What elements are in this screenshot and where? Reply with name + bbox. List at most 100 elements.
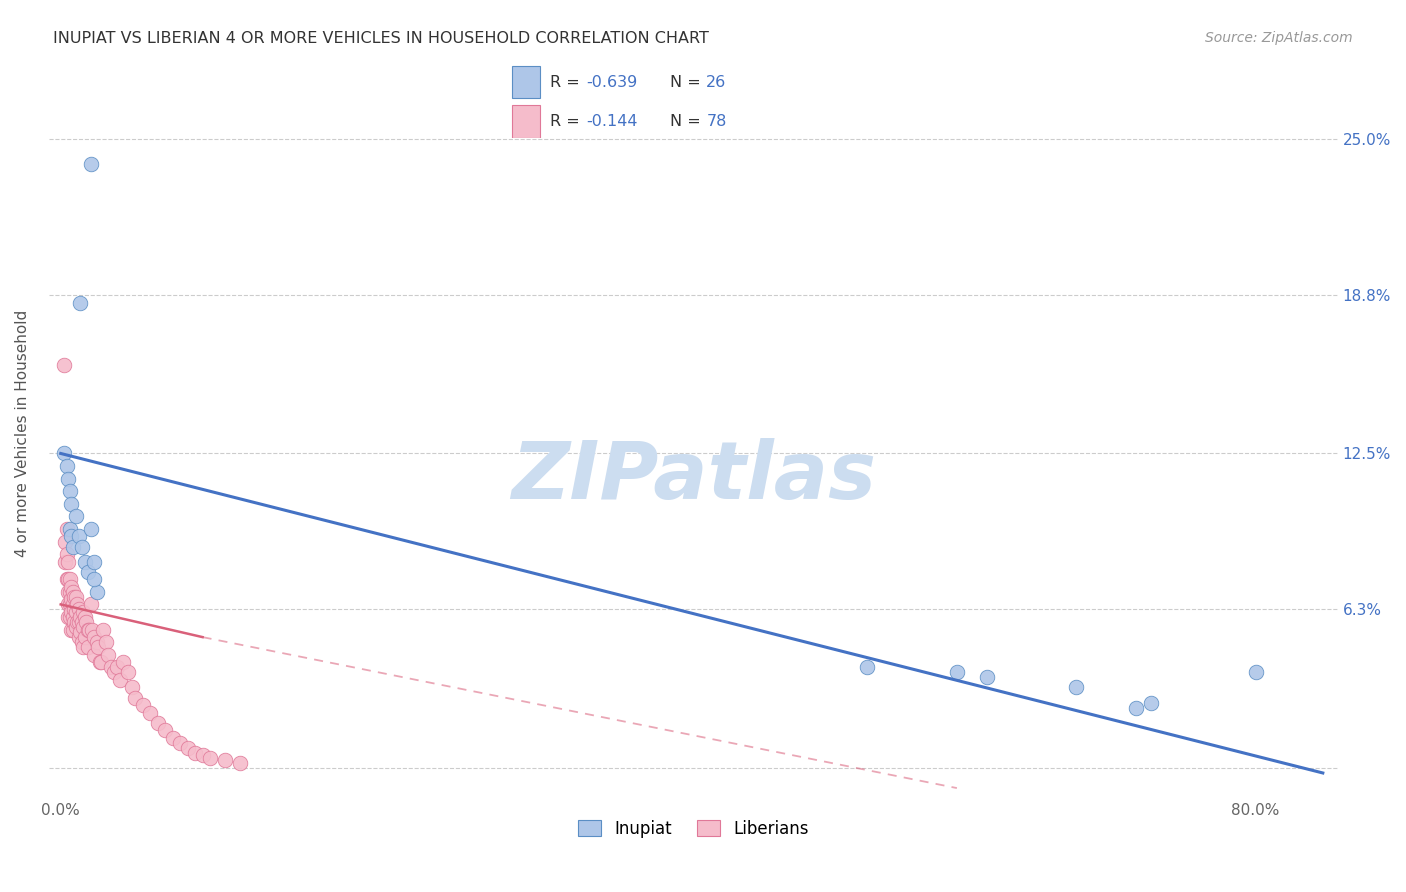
Point <box>56 572 79 586</box>
Point <box>55 572 77 586</box>
Text: R =: R = <box>550 75 585 89</box>
Point <box>62 610 84 624</box>
Point <box>66 598 89 612</box>
Point <box>107 660 129 674</box>
Point <box>103 665 125 680</box>
Point <box>1125 700 1147 714</box>
Text: N =: N = <box>669 114 706 129</box>
Point <box>83 648 105 662</box>
Point <box>60 529 83 543</box>
Text: -0.639: -0.639 <box>586 75 637 89</box>
Point <box>86 584 108 599</box>
Point <box>976 670 998 684</box>
Point <box>72 620 94 634</box>
Point <box>1244 665 1267 680</box>
Point <box>94 635 117 649</box>
Point <box>124 690 146 705</box>
Point <box>72 605 94 619</box>
Point <box>72 640 94 655</box>
Point <box>214 753 236 767</box>
Bar <box>512 66 540 98</box>
Point <box>53 555 76 569</box>
Point <box>79 598 101 612</box>
Point <box>73 555 96 569</box>
Text: ZIPatlas: ZIPatlas <box>510 438 876 516</box>
Point <box>100 660 122 674</box>
Point <box>146 715 169 730</box>
Point <box>55 547 77 561</box>
Point <box>59 598 82 612</box>
Point <box>76 565 98 579</box>
Point <box>52 359 75 373</box>
Text: -0.144: -0.144 <box>586 114 638 129</box>
Text: INUPIAT VS LIBERIAN 4 OR MORE VEHICLES IN HOUSEHOLD CORRELATION CHART: INUPIAT VS LIBERIAN 4 OR MORE VEHICLES I… <box>53 31 709 46</box>
Point <box>1066 681 1088 695</box>
Point <box>132 698 155 712</box>
Point <box>59 522 82 536</box>
Y-axis label: 4 or more Vehicles in Household: 4 or more Vehicles in Household <box>15 310 30 557</box>
Point <box>56 598 79 612</box>
Point <box>77 623 100 637</box>
Point <box>60 580 83 594</box>
Point <box>139 706 162 720</box>
Point <box>65 605 87 619</box>
Point <box>65 509 87 524</box>
Point <box>184 746 207 760</box>
Text: Source: ZipAtlas.com: Source: ZipAtlas.com <box>1205 31 1353 45</box>
Point <box>91 623 114 637</box>
Point <box>70 635 93 649</box>
Point <box>70 540 93 554</box>
Point <box>76 623 98 637</box>
Point <box>67 615 90 629</box>
Point <box>56 610 79 624</box>
Point <box>65 590 87 604</box>
Point <box>73 630 96 644</box>
Point <box>66 615 89 629</box>
Text: 78: 78 <box>706 114 727 129</box>
Point <box>60 497 83 511</box>
Point <box>97 648 120 662</box>
Point <box>59 584 82 599</box>
Point <box>60 623 83 637</box>
Point <box>67 630 90 644</box>
Point <box>55 458 77 473</box>
Point <box>162 731 184 745</box>
Point <box>112 655 135 669</box>
Point <box>83 630 105 644</box>
Point <box>79 522 101 536</box>
Point <box>73 610 96 624</box>
Point <box>55 522 77 536</box>
Point <box>56 555 79 569</box>
Point <box>59 572 82 586</box>
Point <box>62 598 84 612</box>
Point <box>69 295 91 310</box>
Point <box>117 665 139 680</box>
Point <box>198 751 221 765</box>
Point <box>121 681 143 695</box>
Point <box>63 615 86 629</box>
Point <box>62 540 84 554</box>
Point <box>59 610 82 624</box>
Point <box>56 584 79 599</box>
Point <box>89 655 111 669</box>
Point <box>946 665 969 680</box>
Point <box>90 655 112 669</box>
Point <box>155 723 177 738</box>
Point <box>87 640 110 655</box>
Point <box>67 529 90 543</box>
Point <box>59 484 82 499</box>
Point <box>56 472 79 486</box>
Point <box>110 673 132 687</box>
Text: N =: N = <box>669 75 706 89</box>
Text: R =: R = <box>550 114 585 129</box>
Point <box>83 555 105 569</box>
Point <box>176 740 198 755</box>
Point <box>86 635 108 649</box>
Point <box>67 602 90 616</box>
Text: 26: 26 <box>706 75 727 89</box>
Point <box>1140 696 1163 710</box>
Legend: Inupiat, Liberians: Inupiat, Liberians <box>571 814 815 845</box>
Point <box>70 615 93 629</box>
Point <box>63 602 86 616</box>
Point <box>169 736 191 750</box>
